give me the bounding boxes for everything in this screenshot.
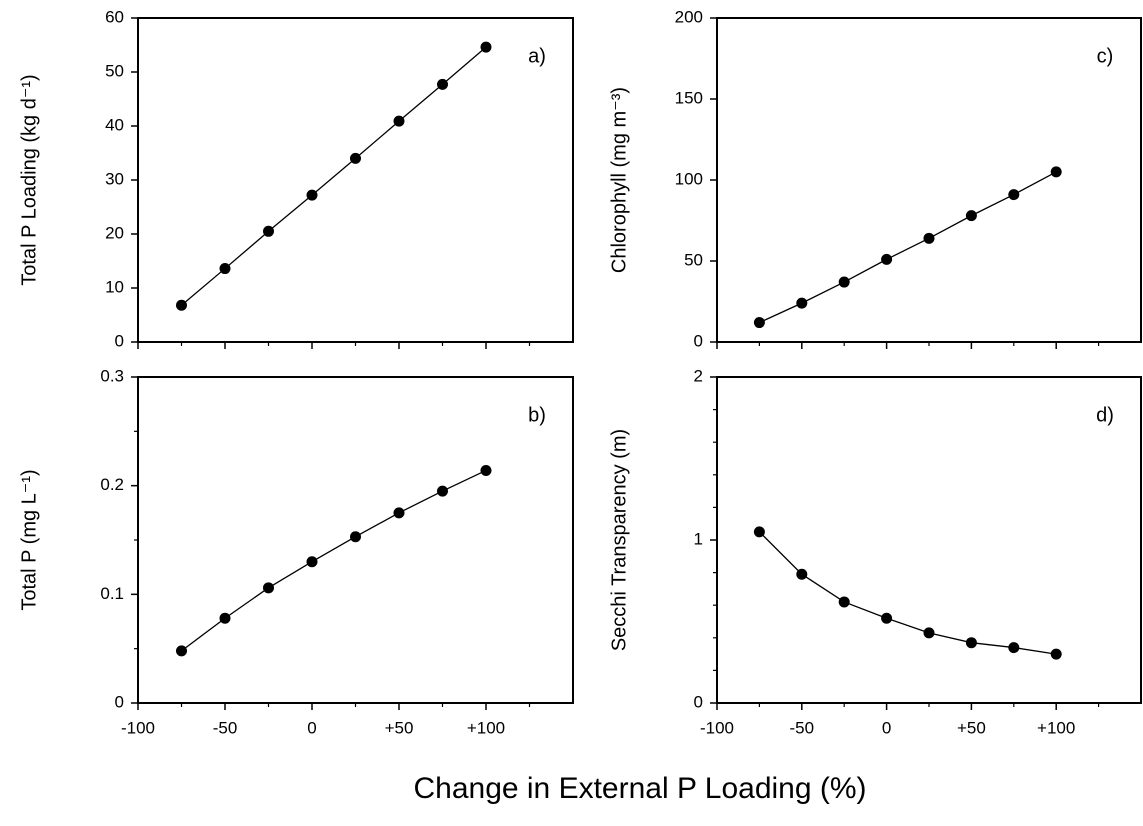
- y-tick-label: 1: [694, 529, 703, 548]
- y-tick-label: 150: [675, 88, 703, 107]
- data-line: [758, 531, 1057, 655]
- y-axis-label: Chlorophyll (mg m⁻³): [608, 87, 630, 273]
- x-tick-label: -50: [213, 718, 238, 737]
- y-tick-label: 0: [694, 331, 703, 350]
- data-point: [219, 612, 231, 624]
- data-point: [1050, 166, 1062, 178]
- data-point: [176, 299, 187, 311]
- data-point: [480, 464, 492, 476]
- y-tick-label: 200: [675, 7, 703, 26]
- data-point: [838, 596, 850, 608]
- plot-frame: [716, 17, 1142, 343]
- data-point: [437, 78, 448, 90]
- data-point: [1008, 189, 1020, 201]
- y-tick-label: 10: [105, 277, 124, 296]
- y-tick-label: 50: [105, 61, 124, 80]
- data-point: [393, 507, 405, 519]
- data-point: [753, 317, 765, 329]
- data-point: [350, 152, 361, 164]
- panel-label: b): [528, 404, 546, 426]
- data-point: [1050, 648, 1062, 660]
- x-tick-label: -50: [790, 718, 815, 737]
- data-point: [796, 568, 808, 580]
- data-point: [965, 637, 977, 649]
- x-tick-label: +50: [957, 718, 986, 737]
- x-tick-label: +100: [467, 718, 505, 737]
- y-axis-label: Total P Loading (kg d⁻¹): [18, 74, 40, 285]
- x-tick-label: +50: [385, 718, 414, 737]
- data-point: [306, 189, 318, 201]
- y-tick-label: 50: [684, 250, 703, 269]
- y-tick-label: 0.3: [100, 366, 124, 385]
- data-point: [796, 297, 808, 309]
- panel-label: a): [528, 45, 546, 67]
- y-tick-label: 20: [105, 223, 124, 242]
- data-point: [923, 627, 935, 639]
- data-point: [306, 556, 318, 568]
- plot-frame: [716, 376, 1142, 704]
- data-point: [176, 645, 187, 657]
- data-line: [181, 46, 487, 306]
- data-point: [838, 276, 850, 288]
- data-point: [263, 582, 274, 594]
- data-point: [393, 115, 405, 127]
- x-tick-label: -100: [121, 718, 155, 737]
- y-tick-label: 100: [675, 169, 703, 188]
- panel-label: c): [1097, 45, 1114, 67]
- x-tick-label: 0: [307, 718, 316, 737]
- data-point: [881, 612, 893, 624]
- x-tick-label: -100: [700, 718, 734, 737]
- y-tick-label: 0: [115, 692, 124, 711]
- data-point: [480, 41, 492, 53]
- y-tick-label: 0.1: [100, 584, 124, 603]
- data-point: [437, 485, 448, 497]
- data-point: [219, 263, 231, 275]
- x-tick-label: +100: [1037, 718, 1075, 737]
- data-point: [753, 526, 765, 538]
- data-point: [1008, 642, 1020, 654]
- x-axis-label: Change in External P Loading (%): [413, 772, 866, 805]
- plot-frame: [137, 17, 574, 343]
- y-tick-label: 0: [694, 692, 703, 711]
- data-point: [965, 210, 977, 222]
- y-axis-label: Secchi Transparency (m): [608, 429, 630, 651]
- y-tick-label: 60: [105, 7, 124, 26]
- data-line: [181, 469, 487, 652]
- y-tick-label: 30: [105, 169, 124, 188]
- x-tick-label: 0: [882, 718, 891, 737]
- data-line: [759, 171, 1057, 324]
- data-point: [263, 225, 274, 237]
- data-point: [350, 531, 361, 543]
- panel-label: d): [1096, 404, 1114, 426]
- y-tick-label: 0.2: [100, 475, 124, 494]
- y-tick-label: 40: [105, 115, 124, 134]
- data-point: [881, 253, 893, 265]
- data-point: [923, 232, 935, 244]
- y-tick-label: 0: [115, 331, 124, 350]
- y-axis-label: Total P (mg L⁻¹): [18, 469, 40, 610]
- y-tick-label: 2: [694, 366, 703, 385]
